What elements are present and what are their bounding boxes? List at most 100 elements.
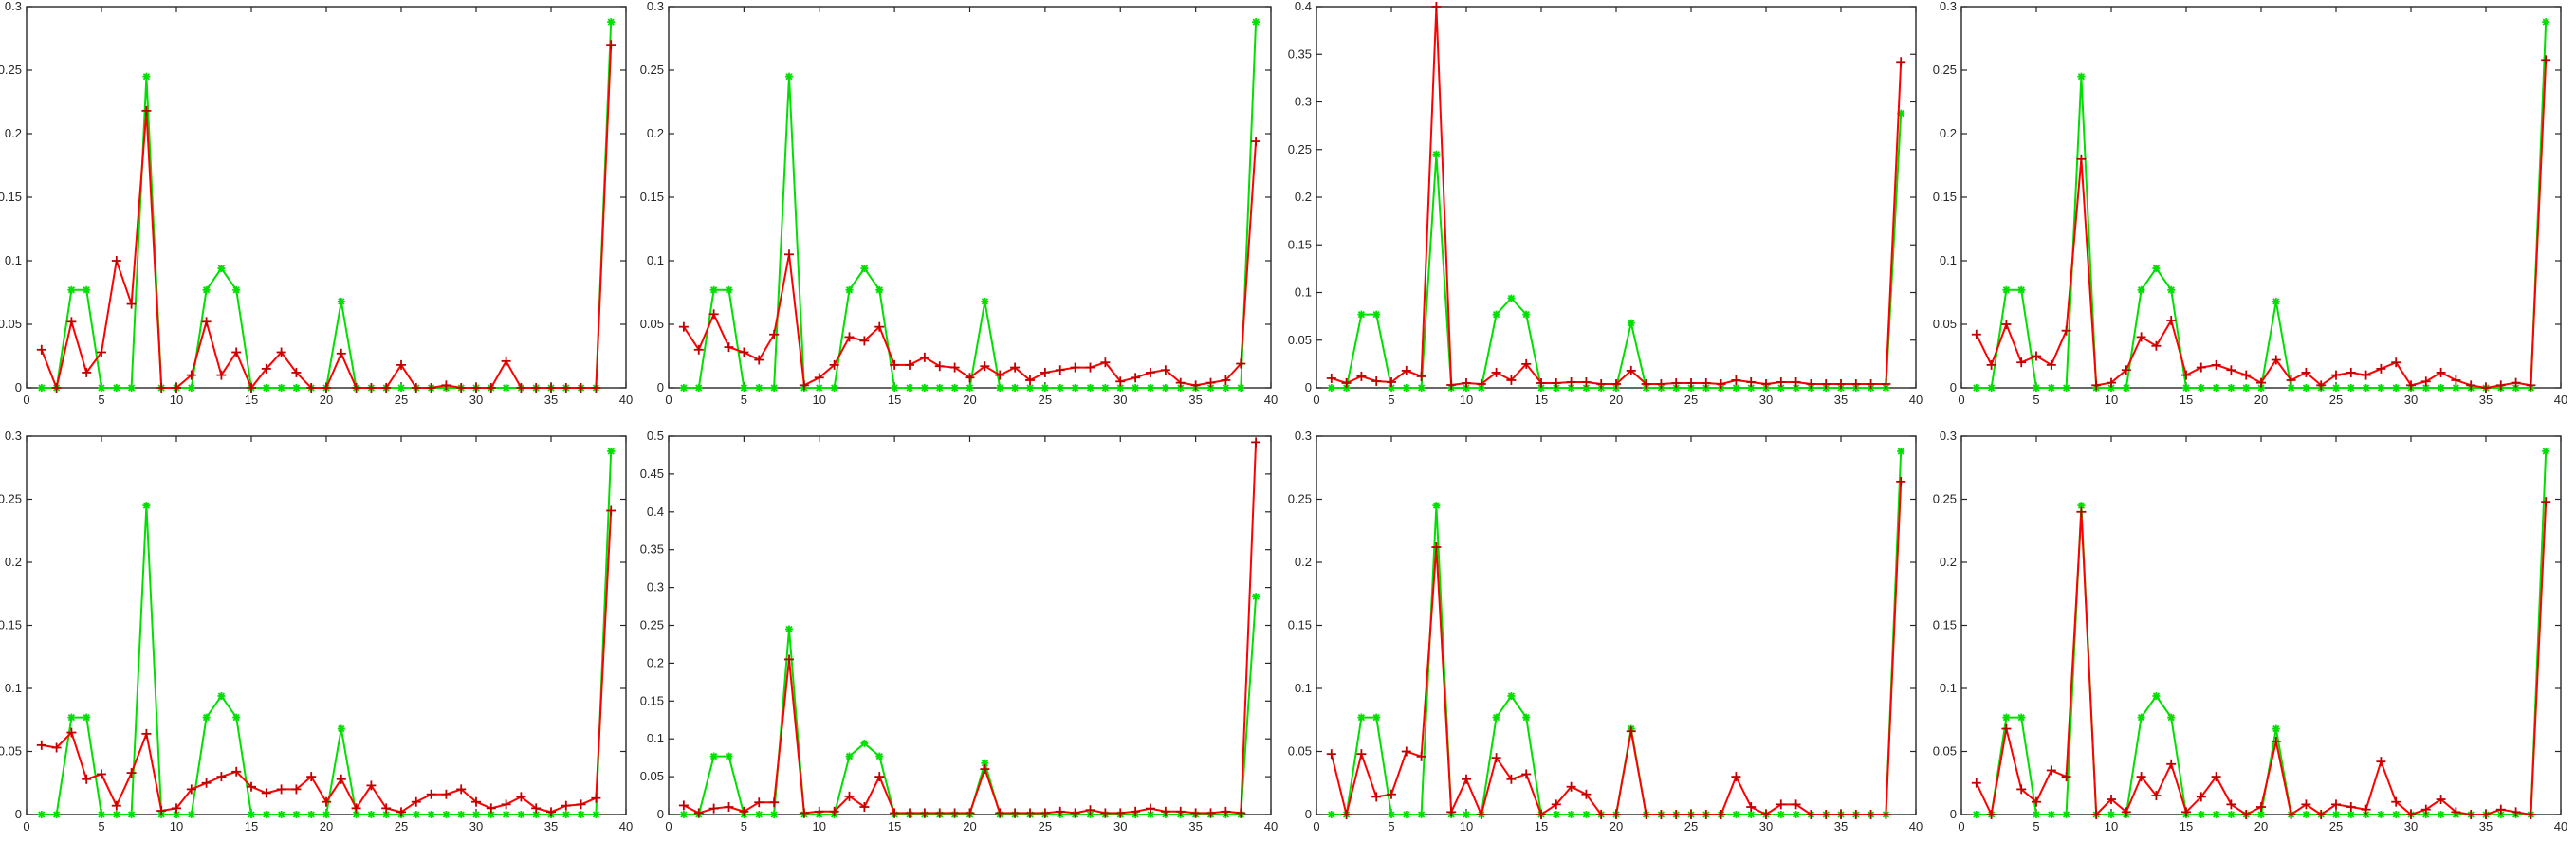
actual-point [517, 811, 525, 818]
y-tick-label: 0.25 [1933, 492, 1957, 506]
actual-point [694, 384, 703, 392]
predicted-series-line [1331, 6, 1903, 387]
predicted-series-line [1975, 60, 2548, 390]
x-tick-label: 25 [395, 393, 408, 407]
predicted-point [1341, 810, 1352, 819]
predicted-point [2331, 370, 2341, 380]
actual-point [875, 752, 884, 760]
predicted-point [2466, 380, 2476, 391]
y-tick-label: 0.1 [5, 253, 22, 267]
predicted-point [501, 799, 511, 810]
predicted-point [486, 383, 496, 393]
y-tick-label: 0.15 [0, 618, 22, 632]
predicted-point [2271, 355, 2281, 365]
actual-point [875, 285, 884, 294]
x-tick-label: 20 [963, 819, 976, 833]
actual-point [1432, 150, 1441, 158]
predicted-point [2032, 796, 2041, 807]
predicted-point [426, 789, 436, 799]
actual-point [2167, 285, 2176, 294]
x-tick-label: 15 [1535, 393, 1548, 407]
predicted-point [2511, 377, 2521, 388]
actual-point [127, 811, 136, 818]
predicted-point [1040, 808, 1050, 818]
predicted-point [1821, 810, 1831, 819]
predicted-point [1221, 806, 1231, 816]
predicted-point [531, 803, 542, 814]
actual-point [173, 811, 180, 818]
predicted-point [1131, 806, 1141, 816]
actual-point [322, 811, 330, 818]
predicted-point [829, 359, 839, 370]
predicted-point [2181, 370, 2191, 380]
predicted-point [1596, 378, 1607, 389]
x-tick-label: 15 [245, 393, 258, 407]
actual-point [891, 384, 899, 392]
y-tick-label: 0.3 [1295, 429, 1312, 443]
predicted-point [2226, 365, 2236, 375]
y-tick-label: 0.3 [647, 580, 664, 595]
y-tick-label: 0.35 [1288, 46, 1312, 61]
predicted-point [2481, 383, 2491, 393]
predicted-point [1806, 810, 1816, 819]
predicted-point [2436, 795, 2446, 805]
actual-point [2362, 384, 2370, 392]
predicted-point [1175, 377, 1186, 388]
actual-point [262, 811, 270, 818]
actual-series-line [1331, 450, 1903, 815]
predicted-point [411, 796, 421, 807]
x-tick-label: 10 [170, 819, 183, 833]
y-tick-label: 0.15 [1288, 618, 1312, 632]
predicted-point [156, 806, 167, 816]
predicted-point [1701, 377, 1711, 388]
y-tick-label: 0.15 [1933, 618, 1957, 632]
predicted-point [2211, 359, 2221, 370]
actual-point [1627, 319, 1635, 327]
predicted-series-line [40, 45, 613, 392]
predicted-point [126, 299, 137, 309]
predicted-point [1236, 808, 1246, 818]
predicted-point [2196, 792, 2206, 802]
actual-point [217, 691, 226, 700]
predicted-point [546, 807, 556, 817]
actual-point [232, 285, 241, 294]
predicted-point [1055, 806, 1065, 816]
predicted-point [2406, 810, 2416, 819]
y-tick-label: 0.2 [1940, 126, 1957, 140]
x-tick-label: 15 [888, 819, 901, 833]
predicted-point [2001, 723, 2012, 734]
plot-frame [26, 435, 627, 815]
actual-point [1897, 447, 1905, 455]
x-tick-label: 5 [98, 393, 104, 407]
predicted-point [501, 356, 511, 366]
predicted-point [980, 361, 990, 372]
x-tick-label: 40 [2554, 819, 2567, 833]
actual-point [2302, 811, 2310, 818]
predicted-point [1776, 799, 1786, 810]
y-tick-label: 0.4 [647, 504, 664, 519]
predicted-point [396, 807, 406, 817]
y-tick-label: 0.05 [640, 317, 664, 331]
actual-point [755, 384, 764, 392]
actual-point [112, 811, 120, 818]
actual-point [1372, 310, 1381, 319]
actual-point [2346, 384, 2355, 392]
predicted-point [141, 728, 152, 739]
actual-series-line [683, 22, 1258, 389]
actual-point [725, 752, 733, 760]
actual-point [127, 384, 136, 392]
actual-point [1492, 713, 1500, 722]
predicted-point [2406, 380, 2416, 391]
predicted-point [769, 797, 780, 808]
predicted-point [2466, 810, 2476, 819]
predicted-point [516, 792, 526, 802]
actual-point [2332, 384, 2340, 392]
actual-point [679, 384, 688, 392]
actual-point [202, 713, 211, 722]
actual-point [845, 285, 854, 294]
y-tick-label: 0.05 [0, 317, 22, 331]
actual-point [920, 384, 929, 392]
actual-point [2033, 384, 2040, 392]
y-tick-label: 0.25 [1288, 142, 1312, 156]
